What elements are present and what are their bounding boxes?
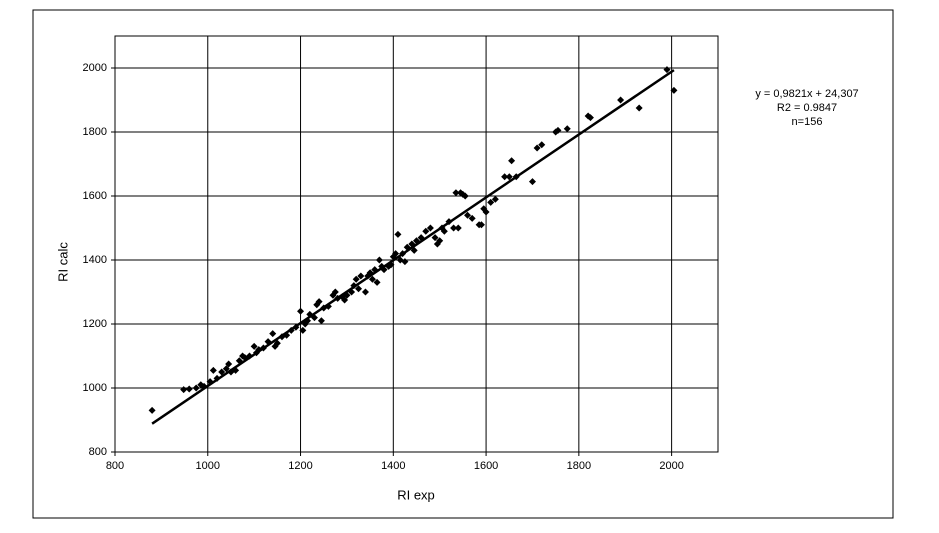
x-tick-label: 1000: [196, 460, 220, 472]
data-point: [218, 368, 226, 376]
data-point: [361, 288, 369, 296]
y-tick-label: 1200: [83, 318, 107, 330]
data-point: [357, 272, 365, 280]
x-tick-label: 1400: [381, 460, 405, 472]
data-point: [505, 173, 513, 181]
x-axis-title: RI exp: [397, 487, 435, 502]
data-point: [422, 227, 430, 235]
y-tick-label: 800: [89, 446, 107, 458]
data-point: [528, 178, 536, 186]
data-point: [375, 256, 383, 264]
data-point: [454, 224, 462, 232]
data-point: [331, 288, 339, 296]
x-tick-label: 800: [106, 460, 124, 472]
y-axis-title: RI calc: [55, 242, 70, 282]
data-point: [341, 296, 349, 304]
x-tick-label: 1800: [567, 460, 591, 472]
data-point: [373, 278, 381, 286]
data-point: [440, 227, 448, 235]
annotation: R2 = 0.9847: [777, 102, 837, 114]
data-point: [394, 230, 402, 238]
data-point: [670, 86, 678, 94]
data-point: [468, 214, 476, 222]
data-point: [538, 141, 546, 149]
data-point: [554, 126, 562, 134]
data-point: [368, 275, 376, 283]
data-point: [617, 96, 625, 104]
data-point: [315, 298, 323, 306]
data-point: [269, 330, 277, 338]
data-point: [508, 157, 516, 165]
data-point: [225, 360, 233, 368]
annotation: y = 0,9821x + 24,307: [755, 88, 858, 100]
data-point: [436, 237, 444, 245]
data-point: [352, 275, 360, 283]
annotation: n=156: [792, 116, 823, 128]
plot-area: [114, 35, 719, 453]
y-tick-label: 1600: [83, 190, 107, 202]
trend-line: [151, 69, 675, 425]
data-point: [297, 307, 305, 315]
data-point: [663, 66, 671, 74]
x-tick-label: 2000: [659, 460, 683, 472]
data-point: [392, 250, 400, 258]
data-point: [222, 365, 230, 373]
data-point: [487, 198, 495, 206]
data-point: [185, 385, 193, 393]
data-point: [452, 189, 460, 197]
data-point: [477, 221, 485, 229]
data-point: [450, 224, 458, 232]
data-point: [501, 173, 509, 181]
data-point: [533, 144, 541, 152]
data-point: [355, 285, 363, 293]
data-point: [563, 125, 571, 133]
data-point: [491, 195, 499, 203]
y-tick-label: 1400: [83, 254, 107, 266]
data-point: [586, 114, 594, 122]
data-point: [464, 211, 472, 219]
y-tick-label: 1000: [83, 382, 107, 394]
x-tick-label: 1200: [288, 460, 312, 472]
x-tick-label: 1600: [474, 460, 498, 472]
data-point: [180, 386, 188, 394]
data-point: [250, 342, 258, 350]
data-point: [635, 104, 643, 112]
data-point: [299, 326, 307, 334]
data-point: [209, 366, 217, 374]
data-point: [401, 258, 409, 266]
data-point: [426, 224, 434, 232]
chart-frame: [32, 9, 894, 519]
data-point: [482, 208, 490, 216]
data-point: [192, 384, 200, 392]
data-point: [148, 406, 156, 414]
data-point: [317, 317, 325, 325]
data-point: [461, 192, 469, 200]
y-tick-label: 1800: [83, 126, 107, 138]
y-tick-label: 2000: [83, 62, 107, 74]
data-point: [431, 234, 439, 242]
